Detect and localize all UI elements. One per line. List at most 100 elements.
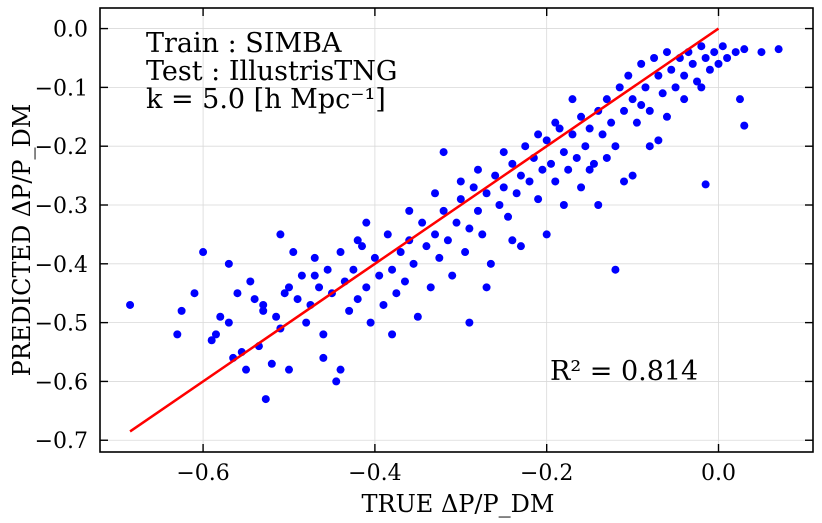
annotation-k: k = 5.0 [h Mpc⁻¹] xyxy=(146,84,386,115)
data-point xyxy=(315,283,324,292)
data-point xyxy=(637,59,646,68)
data-point xyxy=(620,177,629,186)
data-point xyxy=(740,45,749,54)
y-tick-label: −0.4 xyxy=(35,253,88,278)
data-point xyxy=(697,42,706,51)
gridlines xyxy=(100,8,813,452)
data-point xyxy=(435,253,444,262)
data-point xyxy=(495,201,504,210)
data-point xyxy=(336,365,345,374)
data-point xyxy=(504,212,513,221)
data-point xyxy=(461,248,470,257)
data-point xyxy=(654,71,663,80)
data-point xyxy=(379,300,388,309)
data-point xyxy=(650,53,659,62)
y-tick-label: −0.7 xyxy=(35,429,88,454)
data-point xyxy=(353,236,362,245)
data-point xyxy=(705,65,714,74)
data-point xyxy=(671,83,680,92)
data-point xyxy=(370,253,379,262)
data-point xyxy=(628,95,637,104)
data-point xyxy=(478,230,487,239)
data-point xyxy=(577,183,586,192)
fit-line xyxy=(129,27,720,433)
data-point xyxy=(693,77,702,86)
data-point xyxy=(439,206,448,215)
data-point xyxy=(757,48,766,57)
data-point xyxy=(774,45,783,54)
data-point xyxy=(551,177,560,186)
data-point xyxy=(190,289,199,298)
data-point xyxy=(375,271,384,280)
data-point xyxy=(680,95,689,104)
data-point xyxy=(310,271,319,280)
data-point xyxy=(362,218,371,227)
data-point xyxy=(177,306,186,315)
data-point xyxy=(581,142,590,151)
data-point xyxy=(261,395,270,404)
data-point xyxy=(216,312,225,321)
data-point xyxy=(392,289,401,298)
data-point xyxy=(207,336,216,345)
y-tick-label: −0.2 xyxy=(35,135,88,160)
data-point xyxy=(662,48,671,57)
data-point xyxy=(701,53,710,62)
data-point xyxy=(431,230,440,239)
data-point xyxy=(534,195,543,204)
x-tick-label: −0.4 xyxy=(348,461,401,486)
data-point xyxy=(607,118,616,127)
y-tick-label: −0.1 xyxy=(35,76,88,101)
data-point xyxy=(345,306,354,315)
data-point xyxy=(284,283,293,292)
data-point xyxy=(620,106,629,115)
data-point xyxy=(654,136,663,145)
data-point xyxy=(246,277,255,286)
data-point xyxy=(542,136,551,145)
data-point xyxy=(405,206,414,215)
data-point xyxy=(624,71,633,80)
data-point xyxy=(534,130,543,139)
data-point xyxy=(486,259,495,268)
data-point xyxy=(645,142,654,151)
annotation-test: Test : IllustrisTNG xyxy=(146,56,398,87)
data-point xyxy=(469,183,478,192)
data-point xyxy=(353,295,362,304)
data-point xyxy=(349,265,358,274)
data-point xyxy=(667,65,676,74)
data-point xyxy=(319,353,328,362)
data-point xyxy=(589,159,598,168)
data-point xyxy=(439,148,448,157)
data-point xyxy=(332,377,341,386)
data-point xyxy=(443,236,452,245)
data-point xyxy=(594,201,603,210)
data-point xyxy=(482,189,491,198)
data-point xyxy=(658,89,667,98)
data-point xyxy=(173,330,182,339)
data-point xyxy=(259,306,268,315)
data-point xyxy=(388,330,397,339)
data-point xyxy=(611,265,620,274)
data-point xyxy=(319,330,328,339)
data-point xyxy=(211,330,220,339)
plot-frame xyxy=(99,7,814,453)
data-point xyxy=(456,177,465,186)
data-point xyxy=(293,295,302,304)
data-point xyxy=(448,271,457,280)
data-point xyxy=(577,112,586,121)
data-point xyxy=(465,318,474,327)
data-point xyxy=(680,71,689,80)
data-point xyxy=(512,189,521,198)
data-point xyxy=(688,59,697,68)
y-axis-title: PREDICTED ΔP/P_DM xyxy=(8,104,36,377)
y-tick-label: −0.5 xyxy=(35,312,88,337)
data-point xyxy=(422,242,431,251)
data-point xyxy=(199,248,208,257)
data-point xyxy=(559,148,568,157)
data-point xyxy=(718,42,727,51)
data-point xyxy=(362,283,371,292)
data-point xyxy=(400,277,409,286)
data-point xyxy=(508,159,517,168)
data-point xyxy=(224,259,233,268)
axis-ticks: −0.6 −0.4 −0.2 0.0 0.0 −0.1 −0.2 −0.3 −0.4 −0.5 −0… xyxy=(35,8,813,486)
